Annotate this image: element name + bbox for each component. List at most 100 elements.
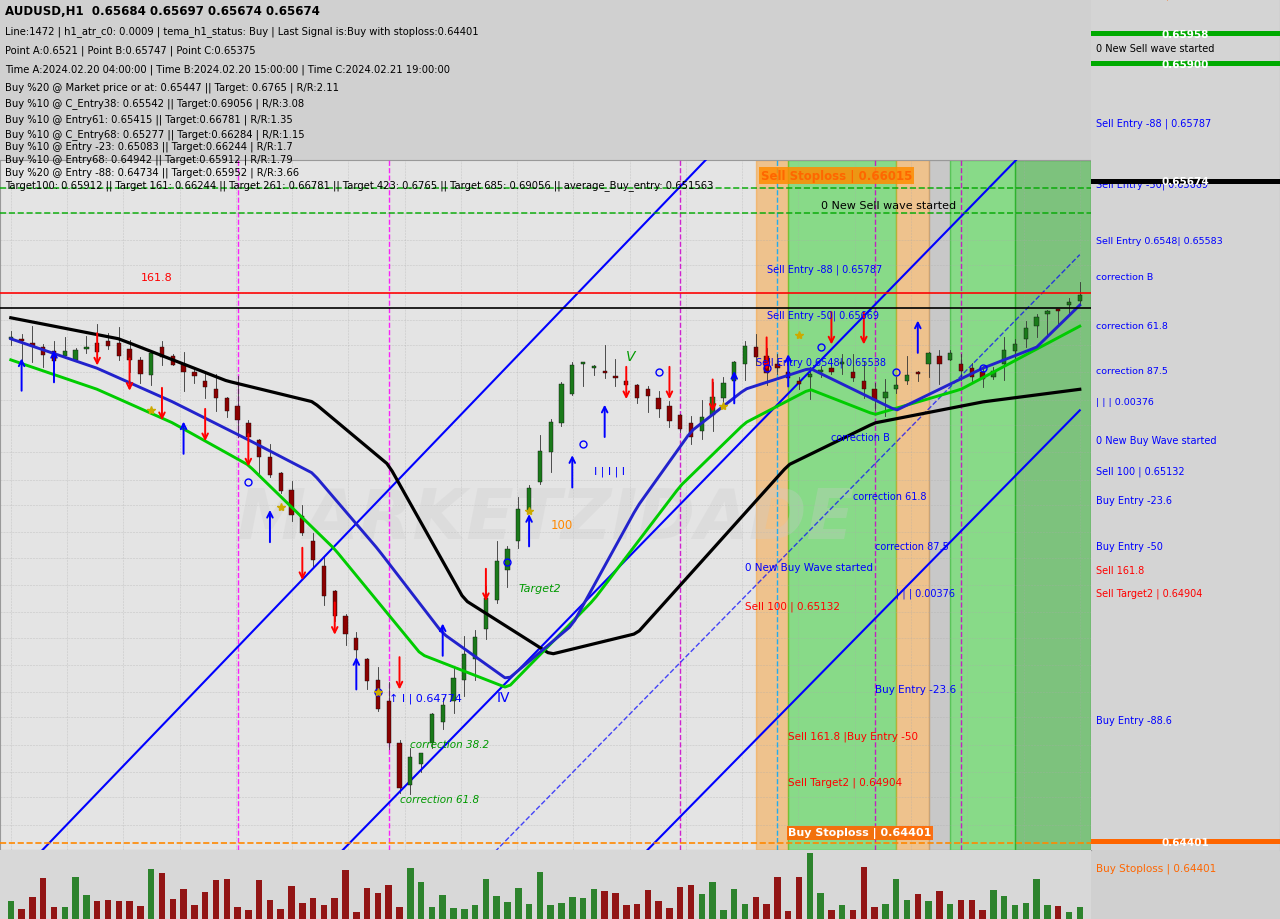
- Bar: [970, 369, 974, 378]
- Bar: [169, 900, 177, 919]
- Text: Sell Stoploss | 0.66015: Sell Stoploss | 0.66015: [762, 170, 913, 183]
- Text: Buy %10 @ Entry -23: 0.65083 || Target:0.66244 | R/R:1.7: Buy %10 @ Entry -23: 0.65083 || Target:0…: [5, 142, 293, 152]
- Bar: [278, 910, 284, 919]
- Bar: [818, 893, 824, 919]
- Bar: [645, 390, 650, 397]
- Bar: [928, 161, 950, 850]
- Text: 0.65674: 0.65674: [1161, 177, 1210, 187]
- Bar: [678, 415, 682, 429]
- Bar: [1015, 161, 1091, 850]
- Bar: [796, 877, 803, 919]
- Bar: [472, 638, 477, 659]
- Bar: [655, 902, 662, 919]
- Text: Buy Entry -23.6: Buy Entry -23.6: [1096, 495, 1172, 505]
- Bar: [937, 357, 942, 364]
- Bar: [192, 373, 197, 377]
- Bar: [353, 912, 360, 919]
- Bar: [936, 891, 942, 919]
- Bar: [51, 352, 56, 362]
- Text: I | I | I: I | I | I: [594, 466, 625, 476]
- Bar: [1066, 303, 1071, 306]
- Bar: [333, 592, 337, 617]
- Bar: [40, 878, 46, 919]
- Bar: [93, 902, 100, 919]
- Bar: [31, 344, 35, 346]
- Bar: [581, 363, 585, 365]
- Bar: [548, 904, 554, 919]
- Bar: [385, 885, 392, 919]
- Bar: [527, 488, 531, 512]
- Bar: [806, 854, 813, 919]
- Text: Target2: Target2: [518, 584, 561, 594]
- Bar: [419, 753, 424, 764]
- Bar: [700, 417, 704, 432]
- Bar: [483, 879, 489, 919]
- Bar: [484, 598, 488, 630]
- Bar: [1001, 896, 1007, 919]
- Text: correction 61.8: correction 61.8: [1096, 322, 1169, 331]
- Bar: [504, 902, 511, 919]
- Bar: [1056, 310, 1060, 312]
- Bar: [301, 516, 305, 533]
- Bar: [128, 350, 132, 360]
- Bar: [429, 907, 435, 919]
- Bar: [224, 879, 230, 919]
- Bar: [204, 381, 207, 388]
- Bar: [268, 457, 273, 476]
- Bar: [969, 901, 975, 919]
- Bar: [732, 363, 736, 381]
- Bar: [214, 390, 218, 399]
- Bar: [182, 365, 186, 373]
- Bar: [667, 407, 672, 422]
- Text: 0.65900: 0.65900: [1161, 60, 1210, 70]
- Bar: [709, 881, 716, 919]
- Text: Point A:0.6521 | Point B:0.65747 | Point C:0.65375: Point A:0.6521 | Point B:0.65747 | Point…: [5, 45, 256, 55]
- Text: Sell Entry 0.6548| 0.65583: Sell Entry 0.6548| 0.65583: [1096, 236, 1222, 245]
- Bar: [1012, 345, 1018, 352]
- Bar: [905, 376, 909, 381]
- Bar: [623, 905, 630, 919]
- Text: correction 87.5: correction 87.5: [874, 541, 948, 551]
- Bar: [180, 890, 187, 919]
- Text: IV: IV: [497, 690, 511, 704]
- Bar: [127, 902, 133, 919]
- Bar: [657, 398, 660, 410]
- Bar: [786, 373, 790, 379]
- Text: 100: 100: [550, 518, 573, 531]
- Bar: [365, 659, 369, 681]
- Bar: [559, 384, 563, 424]
- Bar: [625, 381, 628, 385]
- Bar: [342, 870, 348, 919]
- Text: correction 87.5: correction 87.5: [389, 853, 467, 863]
- Bar: [687, 885, 694, 919]
- Bar: [376, 680, 380, 709]
- Bar: [1034, 317, 1039, 327]
- Bar: [472, 905, 479, 919]
- Bar: [774, 878, 781, 919]
- Bar: [1044, 905, 1051, 919]
- Bar: [731, 890, 737, 919]
- Bar: [95, 344, 100, 353]
- Bar: [549, 423, 553, 453]
- Text: Sell Entry -50| 0.65669: Sell Entry -50| 0.65669: [767, 311, 878, 321]
- Bar: [788, 161, 896, 850]
- Bar: [19, 339, 24, 342]
- Bar: [1023, 903, 1029, 919]
- Bar: [948, 353, 952, 360]
- Bar: [645, 891, 652, 919]
- Bar: [613, 376, 618, 379]
- Bar: [722, 383, 726, 398]
- Text: Buy Stoploss | 0.64401: Buy Stoploss | 0.64401: [1096, 862, 1216, 873]
- Bar: [105, 900, 111, 919]
- Text: Target100: 0.65912 || Target 161: 0.66244 || Target 261: 0.66781 || Target 423: : Target100: 0.65912 || Target 161: 0.6624…: [5, 180, 714, 191]
- Bar: [461, 909, 467, 919]
- Text: Buy %10 @ C_Entry38: 0.65542 || Target:0.69056 | R/R:3.08: Buy %10 @ C_Entry38: 0.65542 || Target:0…: [5, 98, 305, 109]
- Bar: [408, 757, 412, 785]
- Bar: [991, 372, 996, 378]
- Bar: [115, 902, 122, 919]
- Bar: [137, 906, 143, 919]
- Text: 161.8: 161.8: [141, 273, 172, 283]
- Bar: [634, 904, 640, 919]
- Bar: [8, 901, 14, 919]
- Bar: [170, 357, 175, 366]
